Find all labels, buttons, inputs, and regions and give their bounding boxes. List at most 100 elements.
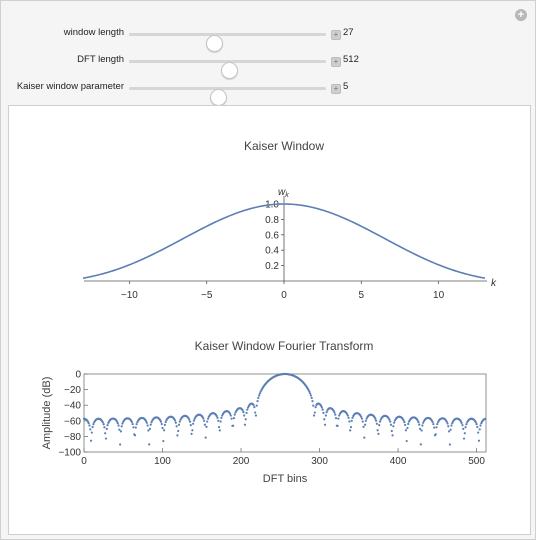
chart2-x-tick-label: 300 bbox=[311, 456, 328, 467]
chart2-point bbox=[393, 421, 396, 424]
control-window-length: window length + 27 bbox=[1, 24, 536, 52]
chart2-point bbox=[322, 411, 325, 415]
chart2-point bbox=[173, 419, 177, 422]
chart2-title: Kaiser Window Fourier Transform bbox=[195, 339, 374, 353]
kaiser-window-chart: Kaiser Window −10 −5 0 5 10 0.20.40.60.81.0 … bbox=[82, 139, 497, 301]
chart2-point bbox=[312, 414, 316, 417]
chart2-point bbox=[433, 426, 436, 429]
chart2-point bbox=[313, 411, 316, 414]
chart2-point bbox=[446, 422, 449, 425]
chart2-point bbox=[351, 416, 354, 419]
chart2-point bbox=[217, 425, 221, 429]
plot-panel: Kaiser Window −10 −5 0 5 10 0.2 0.4 0.6 0.8 1.0 … bbox=[8, 105, 531, 535]
chart2-point bbox=[135, 423, 138, 426]
chart2-point bbox=[464, 426, 467, 429]
chart2-point bbox=[311, 400, 314, 403]
chart2-point bbox=[416, 419, 419, 422]
chart2-point bbox=[162, 429, 166, 432]
chart2-point bbox=[88, 424, 91, 427]
chart2-point bbox=[324, 414, 327, 417]
chart2-point bbox=[118, 428, 121, 431]
chart2-point bbox=[363, 423, 367, 426]
chart2-point bbox=[461, 424, 464, 427]
chart2-point bbox=[349, 429, 352, 432]
chart2-point bbox=[145, 421, 148, 424]
chart2-point bbox=[87, 422, 90, 425]
chart2-point bbox=[465, 423, 468, 426]
kaiser-parameter-expand-icon[interactable]: + bbox=[331, 84, 341, 94]
window-length-expand-icon[interactable]: + bbox=[331, 30, 341, 40]
chart2-point bbox=[178, 420, 181, 423]
chart2-point bbox=[175, 425, 178, 428]
chart1-x-label: k bbox=[491, 278, 497, 289]
chart2-point bbox=[348, 420, 351, 423]
chart2-point bbox=[309, 394, 313, 397]
chart2-point bbox=[478, 428, 481, 431]
kaiser-parameter-slider-thumb[interactable] bbox=[209, 89, 227, 106]
chart2-point bbox=[162, 439, 165, 443]
chart2-point bbox=[174, 421, 177, 424]
window-length-slider[interactable] bbox=[129, 33, 326, 52]
chart2-point bbox=[460, 421, 463, 424]
chart2-point bbox=[163, 423, 166, 427]
chart2-point bbox=[374, 419, 378, 422]
chart2-point bbox=[436, 422, 439, 426]
chart2-point bbox=[312, 404, 315, 407]
chart2-point bbox=[115, 420, 119, 423]
chart2-point bbox=[389, 420, 392, 423]
kaiser-parameter-slider[interactable] bbox=[129, 87, 326, 106]
chart2-point bbox=[230, 417, 233, 420]
chart2-point bbox=[229, 414, 232, 417]
chart2-point bbox=[192, 422, 195, 425]
dft-length-slider-thumb[interactable] bbox=[221, 62, 239, 79]
chart2-point bbox=[160, 422, 163, 426]
chart2-point bbox=[206, 417, 210, 420]
chart2-x-tick-label: 200 bbox=[233, 456, 250, 467]
chart2-point bbox=[418, 427, 422, 431]
chart2-point bbox=[218, 429, 221, 432]
chart2-point bbox=[147, 429, 150, 432]
chart2-point bbox=[92, 423, 95, 426]
chart2-point bbox=[375, 422, 378, 425]
control-dft-length: DFT length + 512 bbox=[1, 51, 536, 79]
chart2-x-tick-label: 400 bbox=[390, 456, 407, 467]
chart2-point bbox=[445, 420, 448, 423]
chart2-point bbox=[338, 414, 341, 417]
chart1-y-tick-label: 0.4 bbox=[265, 246, 279, 257]
chart2-x-label: DFT bins bbox=[263, 473, 308, 485]
chart2-point bbox=[148, 427, 152, 431]
chart2-point bbox=[451, 421, 454, 425]
chart2-point bbox=[320, 406, 323, 409]
plots-svg: Kaiser Window −10 −5 0 5 10 0.20.40.60.81.0 … bbox=[41, 139, 497, 485]
chart2-y-tick-label: −40 bbox=[64, 401, 81, 412]
chart2-point bbox=[131, 422, 134, 426]
chart2-series-points bbox=[82, 372, 487, 446]
chart2-point bbox=[215, 414, 218, 418]
chart2-point bbox=[257, 396, 260, 400]
chart2-point bbox=[314, 406, 317, 409]
chart2-y-tick-label: −60 bbox=[64, 416, 81, 427]
window-length-slider-thumb[interactable] bbox=[205, 35, 223, 52]
dft-length-slider[interactable] bbox=[129, 60, 326, 79]
chart2-point bbox=[477, 431, 480, 434]
chart2-y-tick-label: −80 bbox=[64, 432, 81, 443]
chart2-x-tick-label: 500 bbox=[468, 456, 485, 467]
options-plus-icon[interactable]: + bbox=[515, 9, 527, 21]
chart2-point bbox=[104, 437, 108, 440]
chart2-point bbox=[333, 411, 336, 414]
chart2-point bbox=[376, 429, 379, 432]
chart2-point bbox=[177, 423, 181, 426]
chart2-point bbox=[120, 425, 123, 428]
chart2-point bbox=[146, 424, 149, 427]
chart2-point bbox=[103, 426, 106, 429]
dft-length-expand-icon[interactable]: + bbox=[331, 57, 341, 67]
chart2-point bbox=[391, 434, 394, 437]
chart2-point bbox=[106, 424, 109, 427]
chart2-point bbox=[116, 421, 119, 425]
chart1-series-line bbox=[82, 203, 486, 279]
chart2-point bbox=[323, 418, 326, 421]
chart2-point bbox=[463, 432, 466, 435]
chart2-point bbox=[362, 425, 365, 429]
chart2-point bbox=[323, 423, 327, 426]
chart2-point bbox=[347, 416, 350, 419]
